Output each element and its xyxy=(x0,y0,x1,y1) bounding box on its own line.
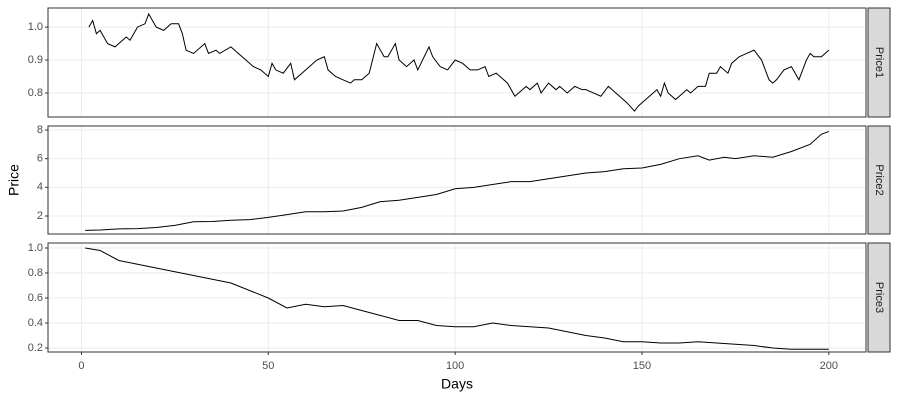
strip-label: Price3 xyxy=(873,282,885,313)
panel-border xyxy=(47,125,867,235)
panel-border xyxy=(47,7,867,118)
strip xyxy=(867,125,891,235)
x-tick-label: 100 xyxy=(446,360,464,372)
x-axis-title: Days xyxy=(441,376,473,392)
y-tick-label: 0.8 xyxy=(28,267,43,279)
x-tick-label: 150 xyxy=(633,360,651,372)
y-tick-label: 1.0 xyxy=(28,242,43,254)
strip xyxy=(867,242,891,353)
panel xyxy=(48,126,866,234)
strip-label: Price2 xyxy=(873,164,885,195)
price-line xyxy=(85,130,829,231)
y-tick-label: 0.2 xyxy=(28,342,43,354)
panel-border xyxy=(47,242,867,353)
y-tick-label: 4 xyxy=(37,181,43,193)
y-tick-label: 6 xyxy=(37,153,43,165)
price-line xyxy=(85,247,829,350)
y-tick-label: 8 xyxy=(37,124,43,136)
price-line xyxy=(88,12,830,112)
strip-label: Price1 xyxy=(873,47,885,78)
y-tick-label: 2 xyxy=(37,210,43,222)
panel xyxy=(48,8,866,117)
x-tick-label: 200 xyxy=(820,360,838,372)
x-tick-label: 0 xyxy=(78,360,84,372)
x-tick-label: 50 xyxy=(262,360,274,372)
y-axis-title: Price xyxy=(6,164,22,196)
y-tick-label: 0.9 xyxy=(28,54,43,66)
y-tick-label: 0.6 xyxy=(28,292,43,304)
y-tick-label: 0.8 xyxy=(28,87,43,99)
y-tick-label: 1.0 xyxy=(28,21,43,33)
y-tick-label: 0.4 xyxy=(28,317,43,329)
strip xyxy=(867,7,891,118)
